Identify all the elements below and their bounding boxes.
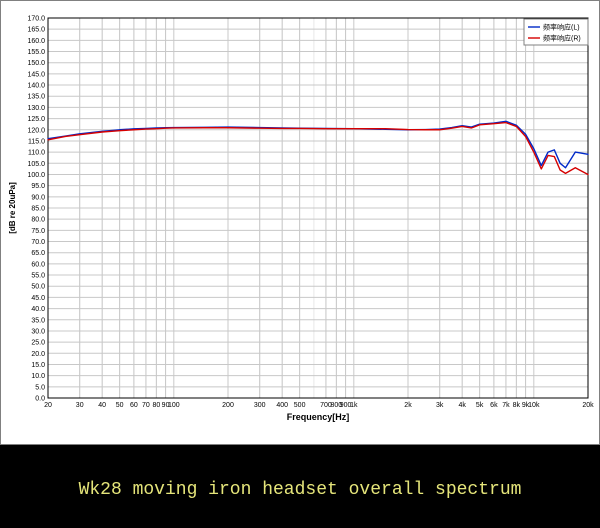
x-tick-label: 6k — [490, 402, 498, 409]
x-tick-label: 60 — [130, 402, 138, 409]
x-tick-label: 7k — [502, 402, 510, 409]
y-axis-label: [dB re 20uPa] — [8, 182, 17, 234]
caption-text: Wk28 moving iron headset overall spectru… — [79, 480, 522, 500]
y-tick-label: 30.0 — [31, 328, 45, 335]
x-tick-label: 20k — [582, 402, 594, 409]
y-tick-label: 45.0 — [31, 295, 45, 302]
x-tick-label: 10k — [528, 402, 540, 409]
y-tick-label: 90.0 — [31, 194, 45, 201]
y-tick-label: 120.0 — [27, 127, 45, 134]
y-tick-label: 130.0 — [27, 105, 45, 112]
x-tick-label: 5k — [476, 402, 484, 409]
x-tick-label: 50 — [116, 402, 124, 409]
y-tick-label: 85.0 — [31, 206, 45, 213]
y-tick-label: 150.0 — [27, 60, 45, 67]
x-tick-label: 1k — [350, 402, 358, 409]
frame: 0.05.010.015.020.025.030.035.040.045.050… — [0, 0, 600, 528]
y-tick-label: 125.0 — [27, 116, 45, 123]
x-tick-label: 100 — [168, 402, 180, 409]
y-tick-label: 95.0 — [31, 183, 45, 190]
y-tick-label: 60.0 — [31, 261, 45, 268]
x-tick-label: 2k — [404, 402, 412, 409]
x-tick-label: 500 — [294, 402, 306, 409]
y-tick-label: 110.0 — [28, 150, 45, 157]
x-tick-label: 200 — [222, 402, 234, 409]
x-tick-label: 4k — [458, 402, 466, 409]
y-tick-label: 25.0 — [31, 340, 45, 347]
y-tick-label: 135.0 — [27, 94, 45, 101]
y-tick-label: 50.0 — [31, 284, 45, 291]
y-tick-label: 75.0 — [31, 228, 45, 235]
y-tick-label: 155.0 — [27, 49, 45, 56]
legend-label: 频率响应(R) — [543, 34, 581, 43]
chart-panel: 0.05.010.015.020.025.030.035.040.045.050… — [0, 0, 600, 445]
x-tick-label: 70 — [142, 402, 150, 409]
x-tick-label: 20 — [44, 402, 52, 409]
y-tick-label: 140.0 — [27, 83, 45, 90]
x-tick-label: 300 — [254, 402, 266, 409]
y-tick-label: 5.0 — [35, 384, 45, 391]
x-tick-label: 80 — [152, 402, 160, 409]
y-tick-label: 115.0 — [28, 138, 45, 145]
caption: Wk28 moving iron headset overall spectru… — [0, 480, 600, 500]
y-tick-label: 55.0 — [31, 273, 45, 280]
x-tick-label: 40 — [98, 402, 106, 409]
y-tick-label: 10.0 — [31, 373, 45, 380]
y-tick-label: 65.0 — [31, 250, 45, 257]
y-tick-label: 15.0 — [31, 362, 45, 369]
y-tick-label: 160.0 — [27, 38, 45, 45]
x-tick-label: 400 — [276, 402, 288, 409]
x-tick-label: 3k — [436, 402, 444, 409]
frequency-response-chart: 0.05.010.015.020.025.030.035.040.045.050… — [0, 0, 600, 445]
y-tick-label: 35.0 — [31, 317, 45, 324]
legend-label: 频率响应(L) — [543, 23, 580, 32]
y-tick-label: 170.0 — [27, 16, 45, 23]
y-tick-label: 20.0 — [31, 351, 45, 358]
y-tick-label: 105.0 — [27, 161, 45, 168]
x-axis-label: Frequency[Hz] — [287, 412, 350, 422]
y-tick-label: 145.0 — [27, 71, 45, 78]
y-tick-label: 80.0 — [31, 217, 45, 224]
y-tick-label: 165.0 — [27, 27, 45, 34]
y-tick-label: 40.0 — [31, 306, 45, 313]
x-tick-label: 8k — [513, 402, 521, 409]
y-tick-label: 100.0 — [27, 172, 45, 179]
x-tick-label: 30 — [76, 402, 84, 409]
y-tick-label: 70.0 — [31, 239, 45, 246]
